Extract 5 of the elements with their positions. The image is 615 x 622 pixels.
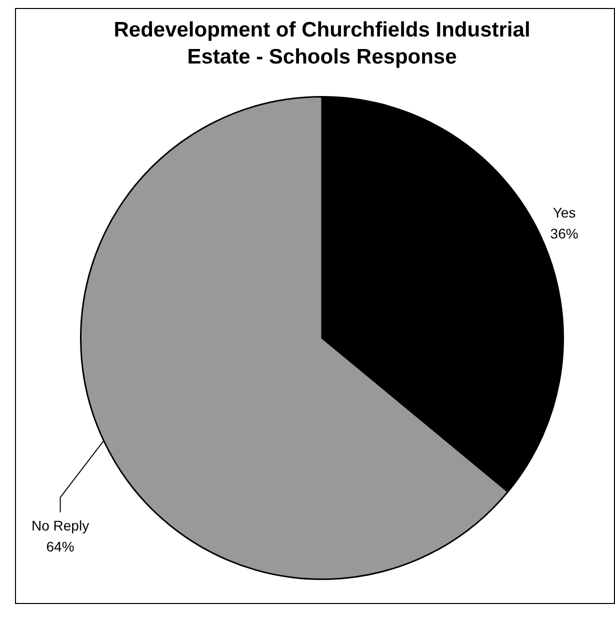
data-label: 36% (550, 225, 578, 242)
data-label: 64% (46, 538, 74, 554)
chart-title: Redevelopment of Churchfields Industrial Estate - Schools Response (114, 18, 530, 68)
slice-label: Yes (552, 204, 576, 220)
slice-label: No Reply (31, 517, 90, 534)
